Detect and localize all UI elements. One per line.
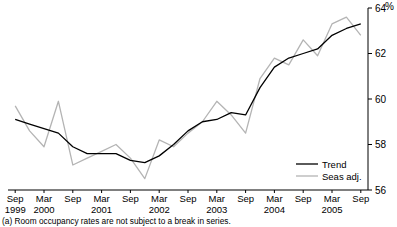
chart: 5658606264%Sep1999Mar2000SepMar2001SepMa… bbox=[0, 0, 397, 227]
x-tick-label-line: Sep bbox=[64, 193, 81, 204]
x-tick-label: Sep bbox=[295, 193, 312, 204]
x-tick-label: Mar2003 bbox=[206, 193, 227, 215]
x-tick-label-line: Mar bbox=[324, 193, 340, 204]
x-tick-label-line: Mar bbox=[93, 193, 109, 204]
x-tick-label: Mar2004 bbox=[264, 193, 285, 215]
x-tick-label: Sep bbox=[180, 193, 197, 204]
legend-label: Seas adj. bbox=[322, 171, 362, 182]
x-tick-label-line: Sep bbox=[237, 193, 254, 204]
series-line bbox=[15, 17, 361, 179]
x-tick-label: Mar2000 bbox=[33, 193, 54, 215]
x-tick-label-line: 1999 bbox=[5, 204, 26, 215]
x-tick-label-line: 2002 bbox=[149, 204, 170, 215]
legend-swatch bbox=[296, 175, 318, 176]
x-tick-label: Sep bbox=[64, 193, 81, 204]
y-tick-label: 62 bbox=[375, 48, 387, 59]
x-tick-label-line: 2000 bbox=[33, 204, 54, 215]
x-tick-label: Mar2005 bbox=[321, 193, 342, 215]
y-tick-label: 60 bbox=[375, 94, 387, 105]
y-tick-label: 58 bbox=[375, 139, 387, 150]
y-tick-label: 56 bbox=[375, 185, 387, 196]
x-tick-label-line: Sep bbox=[352, 193, 369, 204]
x-tick-label-line: Sep bbox=[122, 193, 139, 204]
x-tick-label-line: Sep bbox=[7, 193, 24, 204]
x-tick-label-line: Sep bbox=[180, 193, 197, 204]
x-tick-label: Sep bbox=[237, 193, 254, 204]
footnote: (a) Room occupancy rates are not subject… bbox=[2, 216, 231, 226]
y-tick bbox=[368, 53, 372, 54]
x-tick-label: Sep bbox=[352, 193, 369, 204]
x-tick-label-line: 2003 bbox=[206, 204, 227, 215]
x-tick-label-line: Mar bbox=[151, 193, 167, 204]
x-tick-label: Mar2001 bbox=[91, 193, 112, 215]
x-tick-label-line: Mar bbox=[209, 193, 225, 204]
x-tick-label-line: Sep bbox=[295, 193, 312, 204]
x-tick-label-line: 2001 bbox=[91, 204, 112, 215]
x-tick-label: Sep1999 bbox=[5, 193, 26, 215]
x-tick-label: Sep bbox=[122, 193, 139, 204]
y-tick bbox=[368, 190, 372, 191]
plot-area bbox=[15, 17, 361, 179]
legend-label: Trend bbox=[322, 159, 346, 170]
x-tick-label-line: 2004 bbox=[264, 204, 285, 215]
y-tick bbox=[368, 99, 372, 100]
series-line bbox=[15, 24, 361, 163]
y-tick bbox=[368, 8, 372, 9]
x-tick-label-line: 2005 bbox=[321, 204, 342, 215]
x-tick-label: Mar2002 bbox=[149, 193, 170, 215]
legend-swatch bbox=[296, 163, 318, 164]
y-tick bbox=[368, 144, 372, 145]
x-tick-label-line: Mar bbox=[36, 193, 52, 204]
x-tick-label-line: Mar bbox=[266, 193, 282, 204]
y-unit-label: % bbox=[385, 1, 394, 12]
